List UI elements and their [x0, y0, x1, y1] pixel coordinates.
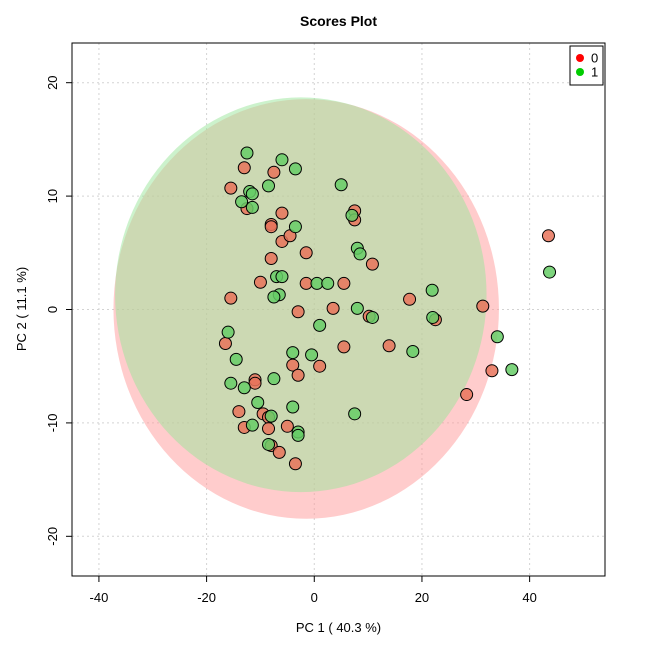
point-group-1-23 — [365, 310, 379, 324]
data-points — [218, 146, 557, 471]
point-group-0-10 — [264, 251, 278, 265]
point-group-1-4 — [262, 179, 276, 193]
point-group-0-38 — [262, 422, 276, 436]
chart-title: Scores Plot — [300, 13, 377, 29]
x-axis-label: PC 1 ( 40.3 %) — [296, 620, 381, 635]
x-tick-label-4: 40 — [522, 590, 536, 605]
point-group-0-12 — [299, 276, 313, 290]
point-group-0-13 — [224, 291, 238, 305]
point-group-1-34 — [251, 395, 265, 409]
point-group-1-42 — [543, 265, 557, 279]
point-group-0-20 — [291, 305, 305, 319]
point-group-1-6 — [245, 187, 259, 201]
point-group-0-39 — [280, 419, 294, 433]
legend-label-0: 0 — [591, 51, 598, 66]
point-group-1-37 — [348, 407, 362, 421]
point-group-0-6 — [264, 220, 278, 234]
point-group-0-33 — [460, 388, 474, 402]
y-tick-label-1: -10 — [45, 414, 60, 433]
point-group-1-41 — [262, 437, 276, 451]
x-tick-label-2: 0 — [311, 590, 318, 605]
point-group-0-29 — [291, 368, 305, 382]
point-group-1-0 — [240, 146, 254, 160]
y-tick-label-4: 20 — [45, 75, 60, 89]
point-group-0-42 — [288, 457, 302, 471]
point-group-1-40 — [291, 428, 305, 442]
point-group-1-32 — [237, 381, 251, 395]
point-group-1-24 — [426, 310, 440, 324]
point-group-1-18 — [321, 276, 335, 290]
ellipse-group-1 — [115, 97, 487, 493]
point-group-1-14 — [275, 270, 289, 284]
point-group-1-10 — [345, 208, 359, 222]
axis-ticks: -40 -20 0 20 40 -20 -10 0 10 20 — [45, 75, 537, 605]
point-group-1-22 — [350, 301, 364, 315]
y-tick-label-0: -20 — [45, 527, 60, 546]
confidence-ellipses — [113, 97, 499, 519]
point-group-1-31 — [224, 376, 238, 390]
point-group-1-38 — [245, 418, 259, 432]
point-group-0-18 — [403, 292, 417, 306]
point-group-1-25 — [490, 330, 504, 344]
point-group-0-41 — [272, 445, 286, 459]
point-group-0-25 — [337, 340, 351, 354]
point-group-1-20 — [221, 325, 235, 339]
point-group-0-32 — [485, 364, 499, 378]
point-group-0-43 — [541, 229, 555, 243]
point-group-1-9 — [288, 220, 302, 234]
legend: 01 — [569, 45, 604, 86]
point-group-1-29 — [305, 348, 319, 362]
point-group-0-28 — [313, 359, 327, 373]
point-group-0-34 — [232, 405, 246, 419]
point-group-1-33 — [267, 372, 281, 386]
x-tick-label-3: 20 — [415, 590, 429, 605]
point-group-1-19 — [425, 283, 439, 297]
x-tick-label-0: -40 — [90, 590, 109, 605]
point-group-0-2 — [267, 165, 281, 179]
point-group-0-16 — [365, 257, 379, 271]
point-group-0-17 — [337, 276, 351, 290]
legend-label-1: 1 — [591, 65, 598, 80]
point-group-1-7 — [235, 195, 249, 209]
point-group-1-30 — [505, 363, 519, 377]
y-axis-label: PC 2 ( 11.1 %) — [14, 267, 29, 351]
point-group-1-8 — [245, 200, 259, 214]
point-group-1-27 — [229, 352, 243, 366]
y-tick-label-2: 0 — [45, 306, 60, 313]
point-group-0-9 — [299, 246, 313, 260]
point-group-1-26 — [406, 344, 420, 358]
point-group-1-17 — [310, 276, 324, 290]
point-group-0-31 — [248, 376, 262, 390]
point-group-1-36 — [264, 409, 278, 423]
point-group-0-11 — [253, 275, 267, 289]
point-group-0-21 — [326, 301, 340, 315]
y-tick-label-3: 10 — [45, 189, 60, 203]
point-group-0-26 — [382, 339, 396, 353]
legend-marker-1 — [576, 68, 584, 76]
point-group-1-3 — [334, 178, 348, 192]
point-group-0-1 — [224, 181, 238, 195]
point-group-1-35 — [286, 400, 300, 414]
point-group-1-28 — [286, 346, 300, 360]
point-group-0-24 — [218, 337, 232, 351]
point-group-1-16 — [267, 290, 281, 304]
point-group-0-19 — [476, 299, 490, 313]
point-group-1-21 — [313, 318, 327, 332]
legend-box — [569, 45, 604, 86]
point-group-1-1 — [275, 153, 289, 167]
point-group-1-12 — [353, 247, 367, 261]
point-group-0-0 — [237, 161, 251, 175]
point-group-0-4 — [275, 206, 289, 220]
point-group-1-2 — [288, 162, 302, 176]
x-tick-label-1: -20 — [197, 590, 216, 605]
legend-marker-0 — [576, 54, 584, 62]
